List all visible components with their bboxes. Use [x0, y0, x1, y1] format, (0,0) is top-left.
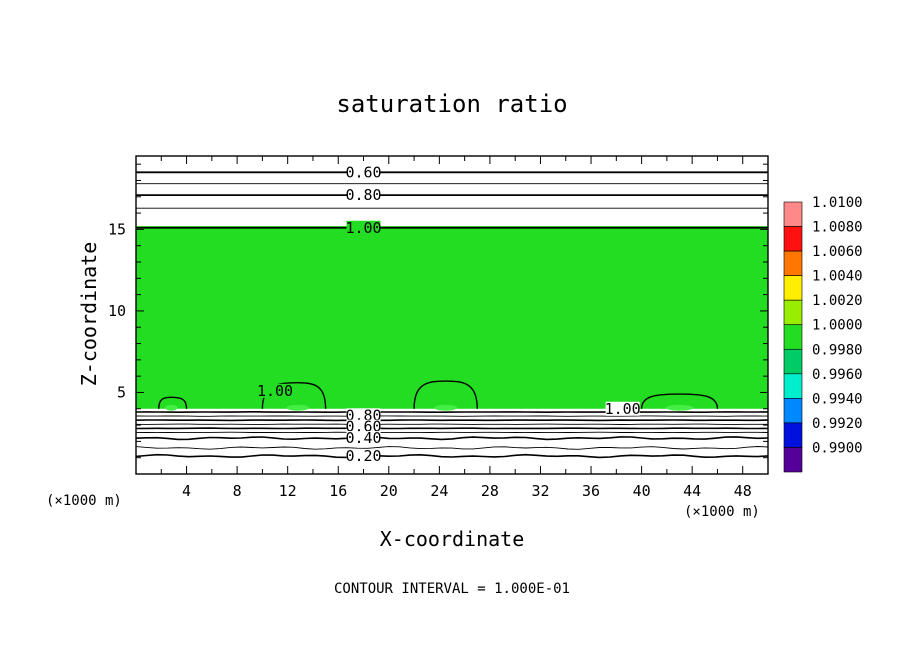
colorbar-level-label: 1.0000: [812, 318, 863, 334]
x-tick-label: 32: [531, 482, 549, 500]
dome-bright-core-1: [165, 404, 178, 411]
colorbar-level-label: 0.9980: [812, 342, 863, 358]
lower-contour-line-7: [135, 435, 769, 441]
contour-interval-note: CONTOUR INTERVAL = 1.000E-01: [334, 581, 570, 597]
x-unit-right: (×1000 m): [684, 504, 760, 520]
contour-labels-layer: 0.600.801.001.001.000.800.600.400.20: [257, 163, 641, 465]
y-axis-title: Z-coordinate: [77, 242, 101, 387]
dome-contour-1: [158, 396, 188, 409]
y-axis-ticks: 5 10 15: [108, 163, 768, 459]
colorbar-swatch: [783, 201, 803, 227]
x-tick-label: 48: [734, 482, 752, 500]
dome-bright-core-2: [286, 404, 310, 411]
dome-bright-core-4: [665, 404, 694, 411]
x-tick-label: 24: [430, 482, 448, 500]
colorbar-swatch: [783, 398, 803, 424]
colorbar-swatch: [783, 447, 803, 473]
y-tick-label: 5: [117, 383, 126, 401]
colorbar-level-label: 1.0040: [812, 269, 863, 285]
colorbar-level-label: 1.0080: [812, 220, 863, 236]
colorbar-swatch: [783, 422, 803, 448]
x-tick-label: 36: [582, 482, 600, 500]
contour-label-bg-1: [346, 165, 381, 180]
colorbar-level-label: 1.0060: [812, 244, 863, 260]
chart-title: saturation ratio: [336, 90, 567, 118]
contour-lines-layer: [135, 171, 769, 459]
colorbar-swatch: [783, 324, 803, 350]
plot-border: [135, 155, 769, 475]
x-tick-label: 28: [481, 482, 499, 500]
contour-label-bg-8: [346, 431, 381, 446]
x-tick-label: 20: [380, 482, 398, 500]
x-tick-label: 12: [279, 482, 297, 500]
contour-label-5: 1.00: [605, 400, 641, 418]
contour-label-bg-5: [605, 401, 640, 416]
x-axis-title: X-coordinate: [380, 527, 525, 551]
contour-label-bg-4: [258, 383, 293, 398]
contour-label-bg-6: [346, 408, 381, 423]
dome-contour-3: [413, 380, 478, 409]
colorbar-swatch: [783, 348, 803, 375]
x-axis-ticks: 4 8 12 16 20 24 28 32 36 40 44 48: [160, 156, 752, 500]
x-unit-left: (×1000 m): [46, 493, 122, 509]
colorbar-swatch: [783, 250, 803, 276]
x-tick-label: 16: [329, 482, 347, 500]
contour-label-9: 0.20: [345, 447, 381, 465]
colorbar-swatch: [783, 275, 803, 301]
colorbar-level-label: 0.9940: [812, 391, 863, 407]
lower-contour-line-8: [135, 446, 769, 450]
colorbar-level-label: 1.0100: [812, 195, 863, 211]
x-tick-label: 4: [182, 482, 191, 500]
y-tick-label: 15: [108, 220, 126, 238]
contour-label-1: 0.60: [345, 163, 381, 181]
contour-label-bg-3: [346, 220, 381, 235]
supersaturated-fill-region: [136, 226, 768, 409]
y-tick-label: 10: [108, 302, 126, 320]
colorbar-level-label: 0.9920: [812, 416, 863, 432]
plot-fill-layer: [136, 226, 768, 409]
contour-label-3: 1.00: [345, 219, 381, 237]
contour-label-8: 0.40: [345, 429, 381, 447]
colorbar-swatch: [783, 226, 803, 252]
lower-contour-line-9: [135, 453, 769, 459]
x-tick-label: 40: [633, 482, 651, 500]
colorbar: 1.0100 1.0080 1.0060 1.0040 1.0020 1.0000 0.99…: [783, 195, 863, 473]
colorbar-swatch: [783, 299, 803, 326]
contour-label-bg-9: [346, 449, 381, 464]
contour-label-bg-7: [346, 419, 381, 434]
x-tick-label: 44: [683, 482, 701, 500]
colorbar-level-label: 0.9960: [812, 367, 863, 383]
contour-label-bg-2: [346, 188, 381, 203]
x-tick-label: 8: [233, 482, 242, 500]
colorbar-level-label: 1.0020: [812, 293, 863, 309]
dome-contour-4: [640, 393, 719, 409]
contour-label-4: 1.00: [257, 382, 293, 400]
plot-frame: [135, 155, 769, 475]
contour-label-2: 0.80: [345, 186, 381, 204]
colorbar-swatch: [783, 373, 803, 399]
dome-bright-core-3: [434, 404, 458, 411]
colorbar-level-label: 0.9900: [812, 440, 863, 456]
